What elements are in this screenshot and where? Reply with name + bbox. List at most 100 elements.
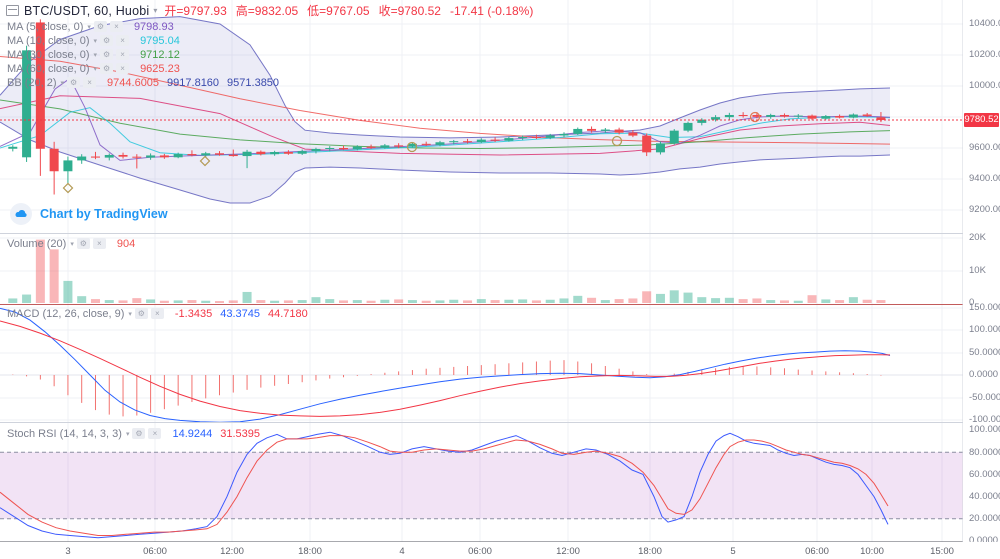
price-axis-label: 9400.00 bbox=[969, 173, 1000, 184]
indicator-value: 9744.6005 bbox=[107, 76, 160, 89]
indicator-value: 9625.23 bbox=[140, 62, 180, 75]
price-axis-label: 9200.00 bbox=[969, 204, 1000, 215]
indicator-value: 904 bbox=[116, 237, 136, 250]
indicator-row-ma-10: MA (10, close, 0) ▾ ⚙ × 9795.04 bbox=[7, 34, 180, 47]
ohlc-low: 低=9767.05 bbox=[307, 4, 370, 18]
time-axis-label: 3 bbox=[65, 546, 71, 557]
chevron-down-icon[interactable]: ▾ bbox=[128, 310, 132, 318]
close-icon[interactable]: × bbox=[148, 428, 162, 439]
indicator-row-macd: MACD (12, 26, close, 9) ▾ ⚙ × -1.3435 43.3745… bbox=[7, 307, 308, 320]
price-axis-label: 10K bbox=[969, 265, 986, 276]
indicator-label: Stoch RSI (14, 14, 3, 3) bbox=[7, 427, 122, 440]
chevron-down-icon[interactable]: ▾ bbox=[93, 65, 98, 73]
price-axis-label: 10200.00 bbox=[969, 49, 1000, 60]
chevron-down-icon[interactable]: ▾ bbox=[70, 240, 74, 248]
time-axis-label: 18:00 bbox=[298, 546, 322, 557]
price-axis-label: 150.0000 bbox=[969, 302, 1000, 313]
indicator-label: Volume (20) bbox=[7, 237, 67, 250]
price-axis-label: 0.0000 bbox=[969, 369, 999, 380]
chevron-down-icon[interactable]: ▾ bbox=[93, 37, 98, 45]
indicator-value: 31.5395 bbox=[220, 427, 260, 440]
panel-layout-icon[interactable] bbox=[6, 5, 19, 16]
time-axis-label: 10:00 bbox=[860, 546, 884, 557]
indicator-value: 43.3745 bbox=[220, 307, 260, 320]
time-axis-label: 12:00 bbox=[556, 546, 580, 557]
ohlc-open: 开=9797.93 bbox=[164, 4, 227, 18]
indicator-row-volume: Volume (20) ▾ ⚙ × 904 bbox=[7, 237, 135, 250]
ohlc-values: 开=9797.93 高=9832.05 低=9767.05 收=9780.52 -17.… bbox=[164, 2, 542, 19]
price-axis-label: 20K bbox=[969, 232, 986, 243]
time-axis-label: 5 bbox=[730, 546, 736, 557]
indicator-value: 9795.04 bbox=[140, 34, 180, 47]
time-axis-label: 06:00 bbox=[468, 546, 492, 557]
chevron-down-icon[interactable]: ▾ bbox=[153, 6, 158, 15]
time-axis-label: 4 bbox=[399, 546, 405, 557]
ohlc-high: 高=9832.05 bbox=[235, 4, 299, 18]
indicator-row-stoch-rsi: Stoch RSI (14, 14, 3, 3) ▾ ⚙ × 14.9244 31.539… bbox=[7, 427, 260, 440]
indicator-value: 14.9244 bbox=[172, 427, 213, 440]
close-icon[interactable]: × bbox=[150, 308, 164, 319]
time-axis-label: 18:00 bbox=[638, 546, 662, 557]
tradingview-cloud-icon[interactable] bbox=[10, 203, 32, 225]
indicator-label: MA (60, close, 0) bbox=[7, 62, 90, 75]
indicator-row-ma-30: MA (30, close, 0) ▾ ⚙ × 9712.12 bbox=[7, 48, 180, 61]
ohlc-change: -17.41 (-0.18%) bbox=[449, 4, 534, 18]
symbol-title[interactable]: BTC/USDT, 60, Huobi bbox=[24, 3, 150, 18]
settings-icon[interactable]: ⚙ bbox=[93, 21, 107, 32]
indicator-value: -1.3435 bbox=[174, 307, 213, 320]
price-axis-label: 100.0000 bbox=[969, 324, 1000, 335]
price-axis-label: -50.0000 bbox=[969, 392, 1000, 403]
settings-icon[interactable]: ⚙ bbox=[132, 428, 146, 439]
indicator-label: MA (30, close, 0) bbox=[7, 48, 90, 61]
price-axis-label: 60.0000 bbox=[969, 469, 1000, 480]
price-axis-label: 40.0000 bbox=[969, 491, 1000, 502]
time-axis-label: 06:00 bbox=[805, 546, 829, 557]
time-axis-label: 15:00 bbox=[930, 546, 954, 557]
chevron-down-icon[interactable]: ▾ bbox=[60, 79, 65, 87]
settings-icon[interactable]: ⚙ bbox=[100, 35, 114, 46]
settings-icon[interactable]: ⚙ bbox=[67, 77, 81, 88]
close-icon[interactable]: × bbox=[83, 77, 97, 88]
close-icon[interactable]: × bbox=[116, 49, 130, 60]
indicator-value: 9917.8160 bbox=[167, 76, 220, 89]
price-axis-label: 9600.00 bbox=[969, 142, 1000, 153]
indicator-value: 9571.3850 bbox=[227, 76, 280, 89]
price-axis-label: 100.0000 bbox=[969, 424, 1000, 435]
time-scale[interactable]: 3 06:00 12:00 18:00 4 06:00 12:00 18:00 5 06:00 10… bbox=[0, 542, 1000, 559]
indicator-label: BB (20, 2) bbox=[7, 76, 57, 89]
chevron-down-icon[interactable]: ▾ bbox=[125, 430, 130, 438]
close-icon[interactable]: × bbox=[92, 238, 106, 249]
price-axis-label: 0.0000 bbox=[969, 535, 999, 546]
chevron-down-icon[interactable]: ▾ bbox=[93, 51, 98, 59]
indicator-row-ma-60: MA (60, close, 0) ▾ ⚙ × 9625.23 bbox=[7, 62, 180, 75]
indicator-value: 9712.12 bbox=[140, 48, 180, 61]
price-axis-label: -100.0000 bbox=[969, 414, 1000, 425]
indicator-value: 9798.93 bbox=[133, 20, 174, 33]
last-price-badge: 9780.52 bbox=[964, 113, 999, 127]
settings-icon[interactable]: ⚙ bbox=[76, 238, 90, 249]
price-axis-label: 10400.00 bbox=[969, 18, 1000, 29]
settings-icon[interactable]: ⚙ bbox=[100, 49, 114, 60]
indicator-label: MACD (12, 26, close, 9) bbox=[7, 307, 125, 320]
settings-icon[interactable]: ⚙ bbox=[100, 63, 114, 74]
price-axis-label: 10000.00 bbox=[969, 80, 1000, 91]
close-icon[interactable]: × bbox=[109, 21, 123, 32]
price-axis-label: 20.0000 bbox=[969, 513, 1000, 524]
settings-icon[interactable]: ⚙ bbox=[134, 308, 148, 319]
chart-header: BTC/USDT, 60, Huobi ▾ 开=9797.93 高=9832.05… bbox=[6, 3, 542, 18]
price-scale[interactable]: 10400.00 10200.00 10000.00 9600.00 9400.00 92… bbox=[963, 0, 1000, 546]
tradingview-logo-text[interactable]: Chart by TradingView bbox=[40, 207, 168, 221]
ohlc-close: 收=9780.52 bbox=[378, 4, 441, 18]
indicator-row-bb: BB (20, 2) ▾ ⚙ × 9744.6005 9917.8160 9571.3850 bbox=[7, 76, 279, 89]
price-axis-label: 50.0000 bbox=[969, 347, 1000, 358]
chevron-down-icon[interactable]: ▾ bbox=[87, 23, 91, 31]
close-icon[interactable]: × bbox=[116, 35, 130, 46]
time-axis-label: 06:00 bbox=[143, 546, 167, 557]
tradingview-logo[interactable]: Chart by TradingView bbox=[10, 203, 168, 225]
indicator-row-ma-5: MA (5, close, 0) ▾ ⚙ × 9798.93 bbox=[7, 20, 174, 33]
price-axis-label: 0 bbox=[969, 297, 975, 308]
close-icon[interactable]: × bbox=[116, 63, 130, 74]
indicator-value: 44.7180 bbox=[267, 307, 308, 320]
